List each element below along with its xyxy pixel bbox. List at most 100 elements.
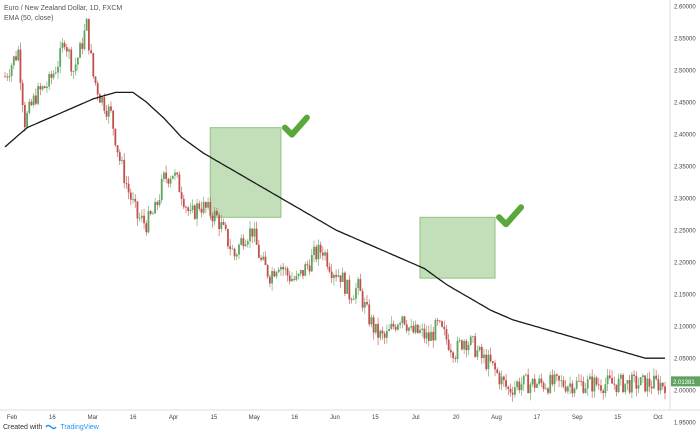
candle-body <box>533 378 536 388</box>
candle-body <box>589 376 591 380</box>
candle-body <box>317 244 320 260</box>
candle-body <box>500 376 503 385</box>
candle-body <box>246 241 249 245</box>
candle-body <box>200 208 203 213</box>
candle-body <box>474 336 477 357</box>
x-tick-label: Mar <box>88 415 98 421</box>
candle-body <box>564 386 567 392</box>
candle-body <box>538 378 541 385</box>
candle-body <box>136 201 139 219</box>
candle-body <box>187 207 190 212</box>
candle-body <box>224 224 227 230</box>
candle-body <box>529 384 532 394</box>
ema-line <box>4 91 665 359</box>
candle-body <box>41 86 44 90</box>
candle-body <box>110 106 112 111</box>
candle-body <box>630 374 633 393</box>
candle-body <box>132 198 134 200</box>
candle-body <box>337 275 340 277</box>
candle-body <box>498 372 501 385</box>
candle-body <box>368 304 371 325</box>
candle-body <box>280 267 282 270</box>
candle-body <box>15 56 17 61</box>
candle-body <box>458 340 461 342</box>
candle-body <box>4 76 6 78</box>
candle-body <box>105 110 108 117</box>
candle-body <box>332 274 335 279</box>
candle-body <box>167 178 170 184</box>
candle-body <box>242 238 245 247</box>
candle-body <box>421 328 424 330</box>
candle-body <box>390 323 393 329</box>
candle-body <box>145 223 148 233</box>
candle-body <box>527 374 530 394</box>
x-tick-label: 15 <box>372 415 379 421</box>
candle-body <box>32 95 35 105</box>
candle-body <box>156 202 159 206</box>
candle-body <box>35 95 37 104</box>
candle-body <box>123 159 126 183</box>
candle-body <box>227 229 229 247</box>
y-tick-label: 2.15000 <box>674 293 696 299</box>
y-tick-label: 2.10000 <box>674 325 696 331</box>
x-tick-label: May <box>249 415 260 421</box>
candle-body <box>410 326 413 328</box>
tradingview-brand[interactable]: TradingView <box>60 423 99 431</box>
candle-body <box>154 202 157 214</box>
candle-body <box>604 384 607 394</box>
candle-body <box>249 228 251 242</box>
candle-body <box>37 86 40 104</box>
candle-body <box>659 382 662 391</box>
x-tick-label: 15 <box>211 415 218 421</box>
candle-body <box>355 288 357 299</box>
candle-body <box>61 42 64 49</box>
x-tick-label: 20 <box>453 415 460 421</box>
candle-body <box>92 53 95 77</box>
candle-body <box>149 211 152 214</box>
candle-body <box>496 369 499 373</box>
created-with-label: Created with <box>3 423 43 431</box>
candle-body <box>341 272 344 282</box>
candle-body <box>542 382 545 389</box>
candle-body <box>441 321 443 327</box>
candle-body <box>116 145 119 153</box>
candle-body <box>324 252 326 256</box>
candle-body <box>72 71 75 72</box>
candle-body <box>357 279 360 289</box>
candle-body <box>326 252 329 267</box>
candle-body <box>575 380 578 389</box>
candle-body <box>87 18 90 51</box>
candle-body <box>257 244 260 258</box>
candle-body <box>646 378 649 392</box>
y-tick-label: 1.95000 <box>674 421 696 427</box>
x-tick-label: Sep <box>572 415 583 421</box>
candle-body <box>525 374 527 376</box>
indicator-label: EMA (50, close) <box>4 15 54 22</box>
y-tick-label: 2.45000 <box>674 101 696 107</box>
candle-body <box>315 246 318 260</box>
candle-body <box>434 320 437 341</box>
candle-body <box>653 375 655 389</box>
candle-body <box>297 273 300 276</box>
candle-body <box>165 172 168 179</box>
candle-body <box>335 274 338 277</box>
candle-body <box>622 374 624 393</box>
candle-body <box>352 298 355 300</box>
candle-body <box>264 256 267 266</box>
checkmark-icon <box>496 204 525 228</box>
candle-body <box>425 332 428 339</box>
candle-body <box>229 246 232 250</box>
candle-body <box>463 340 466 350</box>
candle-body <box>268 276 271 284</box>
candle-body <box>363 301 366 308</box>
candle-body <box>291 278 293 282</box>
candle-body <box>211 215 214 222</box>
candle-body <box>6 76 9 78</box>
candle-body <box>182 198 185 208</box>
candle-body <box>70 49 73 72</box>
candle-body <box>578 380 580 382</box>
x-tick-label: 17 <box>534 415 541 421</box>
candle-body <box>569 383 571 387</box>
candle-body <box>383 333 386 338</box>
